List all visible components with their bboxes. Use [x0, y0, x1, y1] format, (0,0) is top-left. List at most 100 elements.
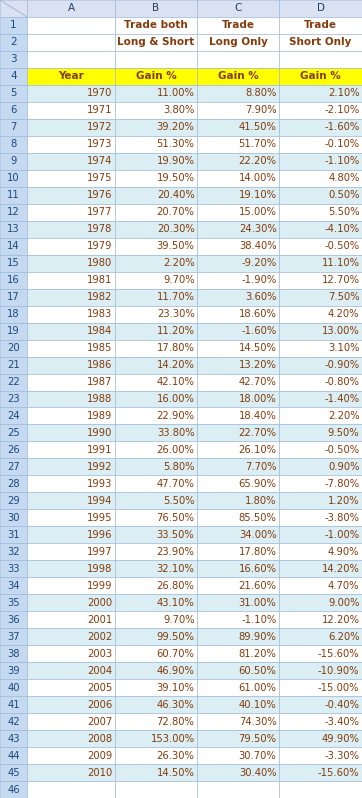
- Bar: [0, 509, 27, 527]
- Text: 5: 5: [10, 89, 17, 98]
- Text: -0.40%: -0.40%: [324, 700, 359, 709]
- Text: 47.70%: 47.70%: [157, 479, 194, 489]
- Bar: [197, 611, 279, 628]
- Bar: [115, 696, 197, 713]
- Bar: [279, 476, 362, 492]
- Bar: [115, 322, 197, 340]
- Bar: [27, 560, 115, 577]
- Bar: [279, 51, 362, 68]
- Text: 42: 42: [7, 717, 20, 727]
- Bar: [115, 611, 197, 628]
- Text: 22.70%: 22.70%: [239, 428, 277, 438]
- Text: 1994: 1994: [87, 496, 113, 506]
- Bar: [197, 679, 279, 696]
- Text: 15: 15: [7, 259, 20, 268]
- Bar: [27, 322, 115, 340]
- Bar: [115, 373, 197, 390]
- Text: 1985: 1985: [87, 343, 113, 353]
- Text: 13.20%: 13.20%: [239, 360, 277, 370]
- Bar: [279, 509, 362, 527]
- Text: -1.90%: -1.90%: [241, 275, 277, 285]
- Bar: [0, 170, 27, 187]
- Bar: [0, 68, 27, 85]
- Bar: [279, 289, 362, 306]
- Bar: [115, 646, 197, 662]
- Text: 1971: 1971: [87, 105, 113, 116]
- Text: 1981: 1981: [87, 275, 113, 285]
- Text: 10: 10: [7, 173, 20, 184]
- Text: 7: 7: [10, 122, 17, 132]
- Text: 6.20%: 6.20%: [328, 632, 359, 642]
- Text: 39.20%: 39.20%: [157, 122, 194, 132]
- Text: 1: 1: [10, 21, 17, 30]
- Bar: [0, 340, 27, 357]
- Text: 24: 24: [7, 411, 20, 421]
- Bar: [0, 662, 27, 679]
- Text: -2.10%: -2.10%: [324, 105, 359, 116]
- Text: 41: 41: [7, 700, 20, 709]
- Bar: [115, 577, 197, 595]
- Bar: [27, 595, 115, 611]
- Text: 2008: 2008: [87, 733, 113, 744]
- Bar: [197, 119, 279, 136]
- Text: 49.90%: 49.90%: [321, 733, 359, 744]
- Bar: [27, 476, 115, 492]
- Text: 12.70%: 12.70%: [321, 275, 359, 285]
- Text: 15.00%: 15.00%: [239, 207, 277, 217]
- Bar: [279, 136, 362, 152]
- Text: 51.70%: 51.70%: [239, 140, 277, 149]
- Bar: [115, 51, 197, 68]
- Bar: [279, 595, 362, 611]
- Text: 28: 28: [7, 479, 20, 489]
- Bar: [279, 373, 362, 390]
- Bar: [279, 34, 362, 51]
- Bar: [279, 238, 362, 255]
- Text: 43.10%: 43.10%: [157, 598, 194, 608]
- Text: 30.70%: 30.70%: [239, 751, 277, 760]
- Text: -1.60%: -1.60%: [324, 122, 359, 132]
- Bar: [279, 441, 362, 458]
- Text: 34.00%: 34.00%: [239, 530, 277, 539]
- Text: Long & Short: Long & Short: [117, 38, 195, 47]
- Bar: [115, 527, 197, 543]
- Text: 25: 25: [7, 428, 20, 438]
- Text: 22.90%: 22.90%: [156, 411, 194, 421]
- Text: -7.80%: -7.80%: [324, 479, 359, 489]
- Bar: [197, 595, 279, 611]
- Text: Gain %: Gain %: [300, 71, 341, 81]
- Text: 1970: 1970: [87, 89, 113, 98]
- Text: 1972: 1972: [87, 122, 113, 132]
- Bar: [27, 152, 115, 170]
- Text: 1976: 1976: [87, 190, 113, 200]
- Text: 11.00%: 11.00%: [157, 89, 194, 98]
- Text: Gain %: Gain %: [218, 71, 258, 81]
- Bar: [0, 628, 27, 646]
- Text: 44: 44: [7, 751, 20, 760]
- Bar: [197, 271, 279, 289]
- Bar: [115, 17, 197, 34]
- Text: 51.30%: 51.30%: [157, 140, 194, 149]
- Bar: [0, 306, 27, 322]
- Bar: [279, 221, 362, 238]
- Bar: [27, 408, 115, 425]
- Bar: [279, 425, 362, 441]
- Text: 1986: 1986: [87, 360, 113, 370]
- Text: 1988: 1988: [87, 394, 113, 404]
- Bar: [197, 425, 279, 441]
- Bar: [0, 679, 27, 696]
- Text: 18.40%: 18.40%: [239, 411, 277, 421]
- Bar: [115, 102, 197, 119]
- Bar: [197, 560, 279, 577]
- Bar: [27, 492, 115, 509]
- Text: 18.00%: 18.00%: [239, 394, 277, 404]
- Bar: [197, 152, 279, 170]
- Bar: [197, 0, 279, 17]
- Text: 46.30%: 46.30%: [157, 700, 194, 709]
- Text: 26.80%: 26.80%: [157, 581, 194, 591]
- Bar: [27, 0, 115, 17]
- Text: 153.00%: 153.00%: [150, 733, 194, 744]
- Bar: [27, 357, 115, 373]
- Text: 29: 29: [7, 496, 20, 506]
- Bar: [0, 271, 27, 289]
- Bar: [197, 458, 279, 476]
